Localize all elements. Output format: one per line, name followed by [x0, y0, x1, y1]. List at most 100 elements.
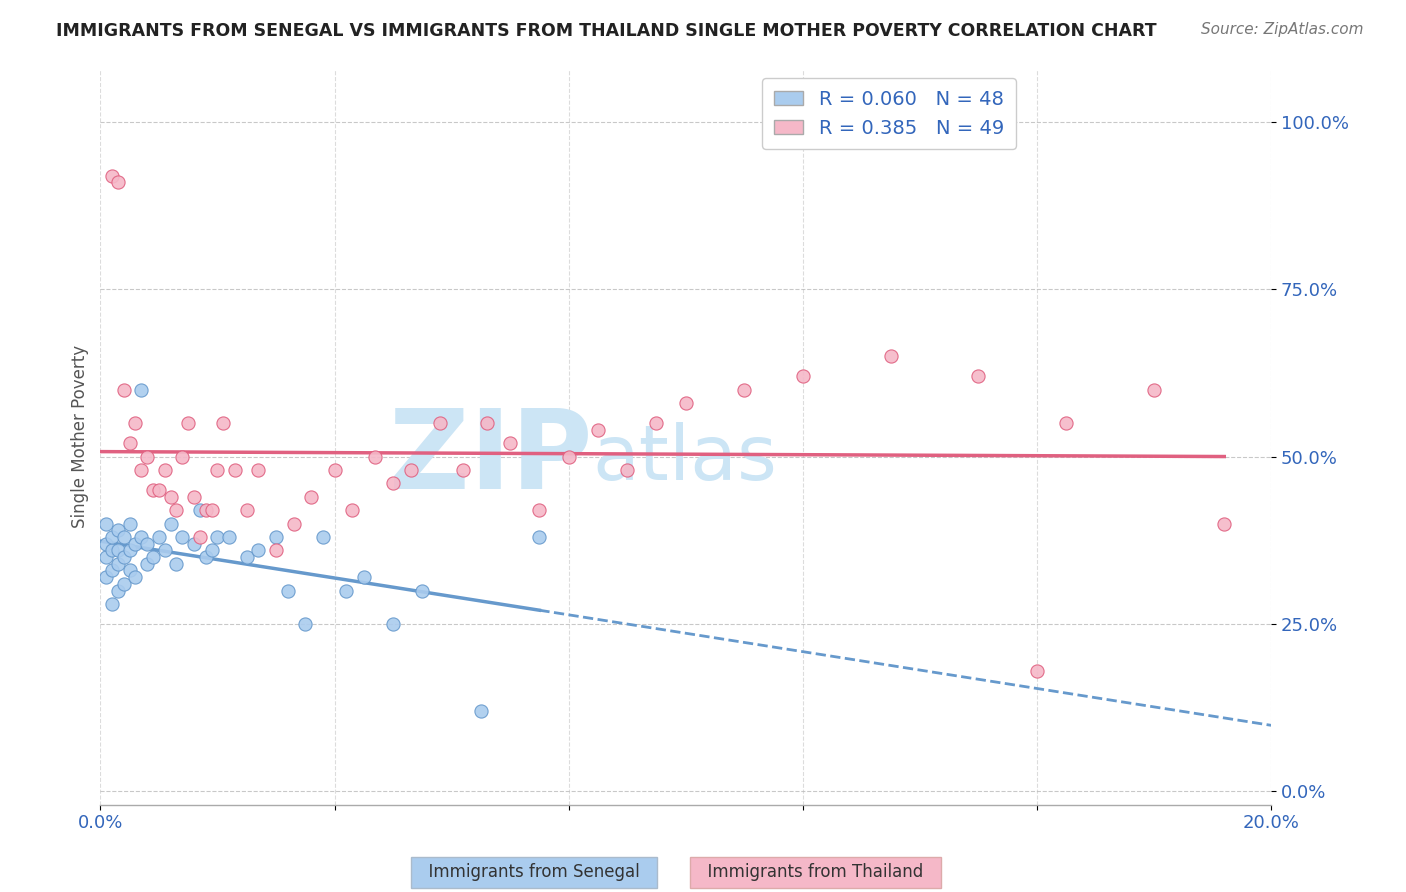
Point: [323, 463, 346, 477]
Point: [557, 450, 579, 464]
Point: [153, 463, 176, 477]
Point: [340, 503, 363, 517]
Legend: R = 0.060   N = 48, R = 0.385   N = 49: R = 0.060 N = 48, R = 0.385 N = 49: [762, 78, 1015, 149]
Point: [188, 503, 211, 517]
Point: [131, 463, 153, 477]
Point: [159, 516, 181, 531]
Point: [177, 416, 200, 430]
Point: [429, 416, 451, 430]
Point: [212, 416, 235, 430]
Point: [792, 369, 814, 384]
Point: [411, 583, 433, 598]
Point: [101, 543, 124, 558]
Point: [879, 349, 901, 363]
Point: [382, 476, 405, 491]
Point: [142, 483, 165, 497]
Point: [136, 537, 159, 551]
Text: Source: ZipAtlas.com: Source: ZipAtlas.com: [1201, 22, 1364, 37]
Point: [131, 530, 153, 544]
Point: [112, 577, 135, 591]
Text: Immigrants from Senegal: Immigrants from Senegal: [418, 863, 651, 881]
Point: [294, 617, 316, 632]
Point: [118, 436, 141, 450]
Point: [136, 450, 159, 464]
Point: [107, 175, 129, 189]
Point: [224, 463, 246, 477]
Text: Immigrants from Thailand: Immigrants from Thailand: [697, 863, 934, 881]
Point: [148, 530, 170, 544]
Point: [124, 416, 146, 430]
Point: [247, 463, 270, 477]
Point: [101, 169, 124, 183]
Point: [1213, 516, 1236, 531]
Point: [586, 423, 609, 437]
Point: [1026, 664, 1049, 678]
Point: [335, 583, 357, 598]
Point: [96, 516, 118, 531]
Point: [183, 537, 205, 551]
Point: [172, 530, 194, 544]
Point: [200, 543, 222, 558]
Point: [399, 463, 422, 477]
Point: [118, 564, 141, 578]
Point: [124, 570, 146, 584]
Point: [475, 416, 498, 430]
Point: [153, 543, 176, 558]
Point: [107, 523, 129, 537]
Point: [172, 450, 194, 464]
Point: [1054, 416, 1077, 430]
Point: [353, 570, 375, 584]
Point: [382, 617, 405, 632]
Point: [183, 490, 205, 504]
Point: [165, 557, 187, 571]
Point: [101, 530, 124, 544]
Point: [200, 503, 222, 517]
Point: [96, 570, 118, 584]
Point: [1143, 383, 1166, 397]
Point: [675, 396, 697, 410]
Point: [124, 537, 146, 551]
Point: [101, 564, 124, 578]
Point: [101, 597, 124, 611]
Point: [499, 436, 522, 450]
Point: [247, 543, 270, 558]
Point: [218, 530, 240, 544]
Point: [118, 516, 141, 531]
Point: [453, 463, 475, 477]
Point: [112, 530, 135, 544]
Point: [96, 550, 118, 565]
Point: [148, 483, 170, 497]
Point: [194, 550, 217, 565]
Point: [107, 557, 129, 571]
Point: [733, 383, 755, 397]
Point: [131, 383, 153, 397]
Point: [364, 450, 387, 464]
Point: [312, 530, 335, 544]
Point: [188, 530, 211, 544]
Point: [112, 550, 135, 565]
Point: [118, 543, 141, 558]
Point: [264, 543, 287, 558]
Text: IMMIGRANTS FROM SENEGAL VS IMMIGRANTS FROM THAILAND SINGLE MOTHER POVERTY CORREL: IMMIGRANTS FROM SENEGAL VS IMMIGRANTS FR…: [56, 22, 1157, 40]
Y-axis label: Single Mother Poverty: Single Mother Poverty: [72, 345, 89, 528]
Point: [529, 503, 551, 517]
Text: ZIP: ZIP: [388, 405, 592, 512]
Point: [967, 369, 990, 384]
Point: [207, 463, 229, 477]
Point: [529, 530, 551, 544]
Point: [107, 583, 129, 598]
Point: [283, 516, 305, 531]
Point: [264, 530, 287, 544]
Text: atlas: atlas: [592, 422, 778, 496]
Point: [112, 383, 135, 397]
Point: [299, 490, 322, 504]
Point: [159, 490, 181, 504]
Point: [194, 503, 217, 517]
Point: [235, 550, 257, 565]
Point: [96, 537, 118, 551]
Point: [142, 550, 165, 565]
Point: [207, 530, 229, 544]
Point: [470, 704, 492, 718]
Point: [165, 503, 187, 517]
Point: [235, 503, 257, 517]
